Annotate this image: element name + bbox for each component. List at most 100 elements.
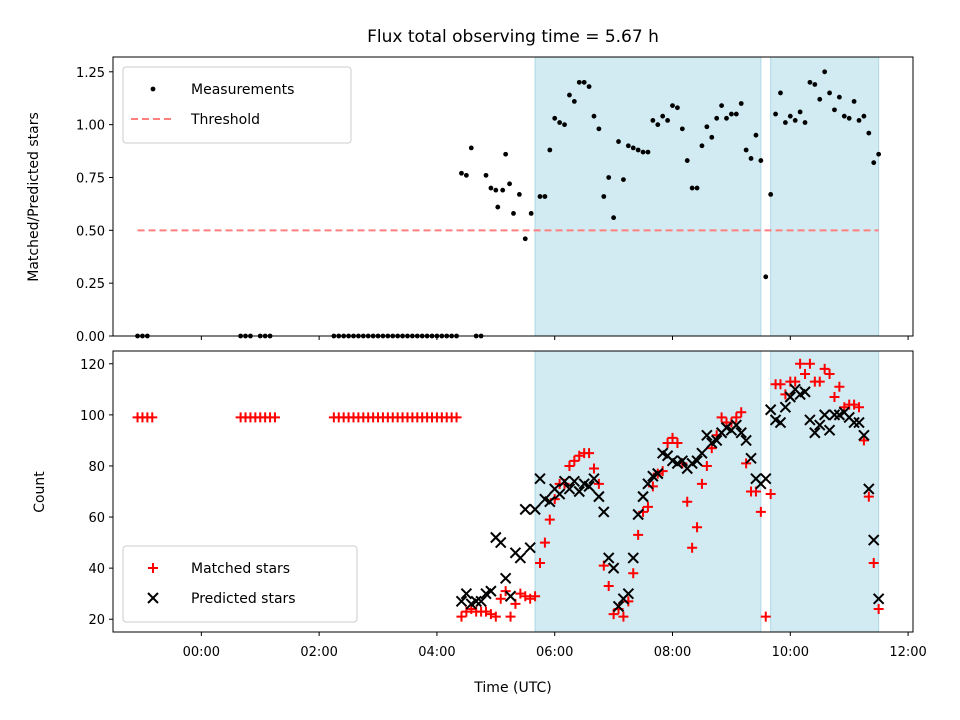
predicted-star-point xyxy=(642,478,654,490)
matched-star-point xyxy=(687,542,698,553)
predicted-star-point xyxy=(588,473,600,485)
matched-star-point xyxy=(765,489,776,500)
measurement-point xyxy=(792,118,798,123)
axes-frame xyxy=(112,56,914,337)
predicted-star-point xyxy=(696,447,708,459)
series-predicted-stars xyxy=(455,383,885,613)
predicted-star-point xyxy=(568,475,581,487)
y-tick-label: 80 xyxy=(88,460,105,475)
y-tick-label: 0.50 xyxy=(76,224,105,239)
matched-star-point xyxy=(692,522,703,533)
predicted-star-point xyxy=(573,485,585,498)
predicted-star-point xyxy=(799,386,811,398)
bottom-y-axis-label: Count xyxy=(32,471,48,513)
matched-star-point xyxy=(588,463,599,474)
legend-plus-marker xyxy=(148,563,158,573)
x-tick-label: 04:00 xyxy=(418,645,455,660)
predicted-star-point xyxy=(740,434,752,447)
shaded-observing-interval xyxy=(770,56,880,337)
measurement-point xyxy=(797,109,803,115)
matched-star-point xyxy=(873,604,884,615)
matched-star-point xyxy=(736,407,747,418)
predicted-star-point xyxy=(622,587,635,600)
matched-star-point xyxy=(628,568,639,579)
measurement-point xyxy=(773,111,778,117)
y-tick-label: 0.00 xyxy=(76,330,105,345)
predicted-star-point xyxy=(691,455,703,467)
measurement-point xyxy=(675,105,680,111)
predicted-star-point xyxy=(632,508,644,521)
predicted-star-point xyxy=(455,595,468,608)
predicted-star-point xyxy=(784,391,797,403)
measurement-point xyxy=(547,147,553,153)
predicted-star-point xyxy=(519,503,531,516)
measurement-point xyxy=(827,90,832,96)
bottom-panel-counts: 20 40 60 80 100 120 00:00 02:00 04:00 06:00 08:00 1… xyxy=(80,350,927,660)
y-tick-label: 100 xyxy=(80,409,105,424)
legend-label: Matched stars xyxy=(191,561,290,577)
matched-star-point xyxy=(790,376,801,387)
legend: Measurements Threshold xyxy=(122,66,352,144)
predicted-star-point xyxy=(872,593,885,605)
measurement-point xyxy=(522,236,528,242)
matched-star-point xyxy=(642,501,653,512)
matched-star-point xyxy=(682,496,693,507)
matched-star-point xyxy=(716,412,727,423)
matched-star-point xyxy=(584,448,595,459)
measurement-point xyxy=(699,143,705,149)
legend-x-marker xyxy=(147,592,159,604)
predicted-star-point xyxy=(828,409,841,421)
measurement-point xyxy=(729,111,734,117)
predicted-star-point xyxy=(779,401,792,413)
axes-frame xyxy=(112,350,914,633)
measurement-point xyxy=(763,274,769,280)
matched-star-point xyxy=(147,412,158,423)
measurement-point xyxy=(581,79,587,85)
predicted-star-point xyxy=(701,429,713,442)
matched-star-point xyxy=(618,611,629,622)
measurement-point xyxy=(537,194,543,199)
measurement-point xyxy=(724,115,729,121)
matched-star-point xyxy=(667,432,678,443)
measurement-point xyxy=(778,90,783,96)
matched-star-point xyxy=(495,593,506,604)
measurement-point xyxy=(640,149,646,155)
measurement-point xyxy=(511,211,516,216)
predicted-star-point xyxy=(774,416,787,429)
measurement-point xyxy=(488,185,494,191)
predicted-star-point xyxy=(863,483,875,495)
measurement-point xyxy=(503,151,509,157)
x-tick-label: 10:00 xyxy=(772,645,809,660)
matched-star-point xyxy=(834,381,845,392)
measurement-point xyxy=(832,107,837,113)
predicted-star-point xyxy=(637,490,649,503)
predicted-star-point xyxy=(495,536,507,549)
predicted-star-point xyxy=(524,541,536,554)
y-tick-label: 0.75 xyxy=(76,171,105,186)
matched-star-point xyxy=(829,391,840,402)
measurement-point xyxy=(562,122,567,128)
predicted-star-point xyxy=(529,503,541,516)
predicted-star-point xyxy=(764,404,777,416)
predicted-star-point xyxy=(602,552,615,564)
shaded-observing-interval xyxy=(534,350,762,633)
measurement-point xyxy=(630,145,636,151)
measurement-point xyxy=(542,194,548,199)
measurement-point xyxy=(714,115,720,121)
predicted-star-point xyxy=(652,467,664,480)
x-tick-label: 02:00 xyxy=(300,645,337,660)
measurement-point xyxy=(856,118,862,123)
matched-star-point xyxy=(824,368,835,379)
predicted-star-point xyxy=(760,473,772,485)
measurement-point xyxy=(704,124,710,130)
matched-star-point xyxy=(775,379,786,390)
measurement-point xyxy=(709,134,715,140)
chart-title: Flux total observing time = 5.67 h xyxy=(367,27,659,47)
measurement-point xyxy=(689,185,695,191)
matched-star-point xyxy=(795,358,806,369)
matched-star-point xyxy=(814,376,825,387)
predicted-star-point xyxy=(868,534,880,546)
predicted-star-point xyxy=(814,419,826,431)
matched-star-point xyxy=(819,363,830,374)
y-tick-label: 20 xyxy=(88,613,105,628)
